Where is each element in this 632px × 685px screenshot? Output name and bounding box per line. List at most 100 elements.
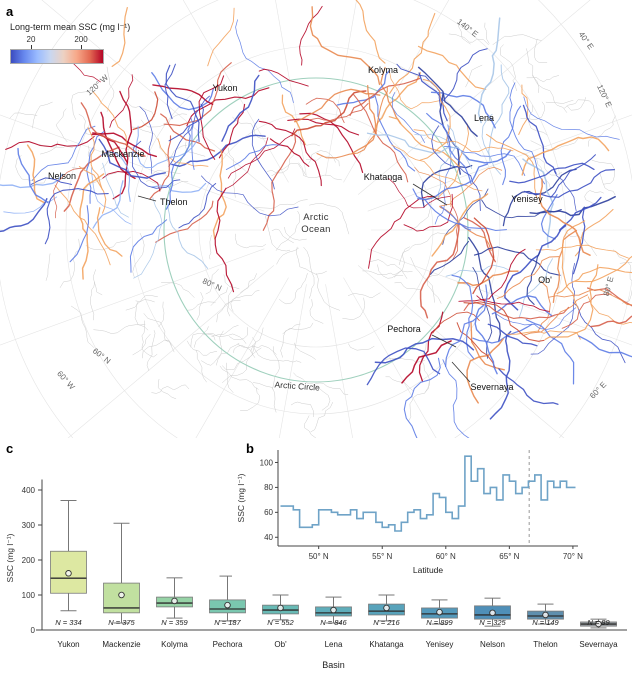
river-path (509, 82, 546, 185)
river-path (269, 138, 310, 167)
river-path (226, 137, 269, 189)
y-tick-label: 100 (22, 591, 36, 600)
ssc-latitude-step-line (280, 455, 576, 532)
river-path (135, 125, 198, 169)
leader-line (137, 195, 157, 202)
river-path (403, 193, 453, 232)
mean-marker (171, 597, 178, 605)
basin-tick-label: Mackenzie (102, 640, 141, 649)
coast-path (209, 234, 212, 260)
river-path (439, 166, 503, 207)
river-path (54, 184, 111, 266)
river-path (552, 229, 578, 304)
river-path (544, 264, 599, 341)
coast-path (448, 33, 489, 46)
coast-path (196, 292, 204, 321)
river-path (389, 70, 441, 110)
basin-label-severnaya: Severnaya (470, 382, 513, 392)
coast-path (278, 273, 308, 305)
river-path (100, 111, 136, 180)
river-path (587, 296, 632, 325)
river-path (574, 255, 632, 283)
coast-path (271, 228, 294, 244)
coast-path (228, 327, 248, 340)
river-path (486, 133, 538, 199)
river-path (69, 205, 90, 263)
river-path (167, 199, 209, 269)
river-path (523, 169, 615, 198)
river-path (590, 315, 632, 328)
coast-path (310, 401, 334, 433)
coast-path (55, 108, 68, 143)
grid-meridian (343, 277, 437, 438)
river-path (98, 138, 167, 179)
basin-label-thelon: Thelon (160, 197, 188, 207)
coast-path (342, 297, 366, 320)
grid-meridian (357, 265, 565, 438)
river-path (351, 84, 377, 154)
river-path (523, 294, 589, 336)
graticule-label: 80° N (201, 277, 223, 293)
river-path (578, 335, 632, 358)
coast-path (381, 357, 425, 364)
river-path (540, 194, 558, 240)
x-tick-label: 65° N (499, 552, 519, 561)
arctic-ocean-label: Ocean (301, 224, 331, 235)
legend-title: Long-term mean SSC (mg l⁻¹) (10, 22, 131, 32)
x-axis-title: Latitude (413, 565, 444, 575)
river-path (171, 134, 266, 167)
river-path (299, 112, 364, 173)
river-path (111, 6, 128, 68)
coast-path (210, 287, 228, 306)
coast-path (127, 102, 156, 118)
river-path (165, 124, 191, 210)
coast-path (250, 327, 264, 352)
coast-path (135, 295, 158, 303)
river-path (539, 178, 591, 256)
coast-path (534, 38, 548, 63)
coast-path (284, 226, 307, 241)
x-axis-title: Basin (322, 660, 345, 670)
river-path (309, 103, 369, 121)
n-label: N = 325 (479, 618, 506, 627)
basin-label-yenisey: Yenisey (511, 194, 543, 204)
river-path (17, 147, 49, 204)
coast-path (566, 97, 586, 111)
river-path (349, 77, 421, 117)
basin-label-khatanga: Khatanga (364, 172, 403, 182)
coast-path (240, 387, 260, 411)
river-path (207, 7, 235, 67)
river-path (550, 154, 596, 198)
river-path (460, 149, 512, 164)
coast-path (347, 292, 381, 298)
boxplot-thelon (527, 603, 564, 625)
river-path (258, 68, 309, 87)
river-path (481, 113, 502, 175)
coast-path (599, 172, 616, 196)
river-path (157, 138, 209, 167)
coast-path (398, 232, 446, 266)
coast-path (290, 401, 314, 418)
basin-tick-label: Kolyma (161, 640, 188, 649)
coast-path (266, 154, 295, 174)
river-path (227, 128, 296, 179)
coast-path (230, 290, 260, 312)
coast-path (141, 320, 158, 358)
n-label: N = 187 (214, 618, 241, 627)
river-path (554, 171, 577, 212)
boxplot-nelson (474, 597, 511, 627)
coast-path (140, 113, 187, 128)
river-path (293, 88, 381, 123)
coast-path (316, 273, 341, 311)
river-path (374, 95, 416, 172)
river-path (548, 289, 632, 306)
coast-path (377, 264, 404, 279)
river-path (426, 112, 472, 185)
coast-path (275, 210, 300, 251)
coast-path (621, 289, 632, 304)
basin-tick-label: Lena (325, 640, 343, 649)
river-path (472, 217, 495, 295)
river-path (518, 84, 529, 135)
river-path (299, 5, 323, 66)
